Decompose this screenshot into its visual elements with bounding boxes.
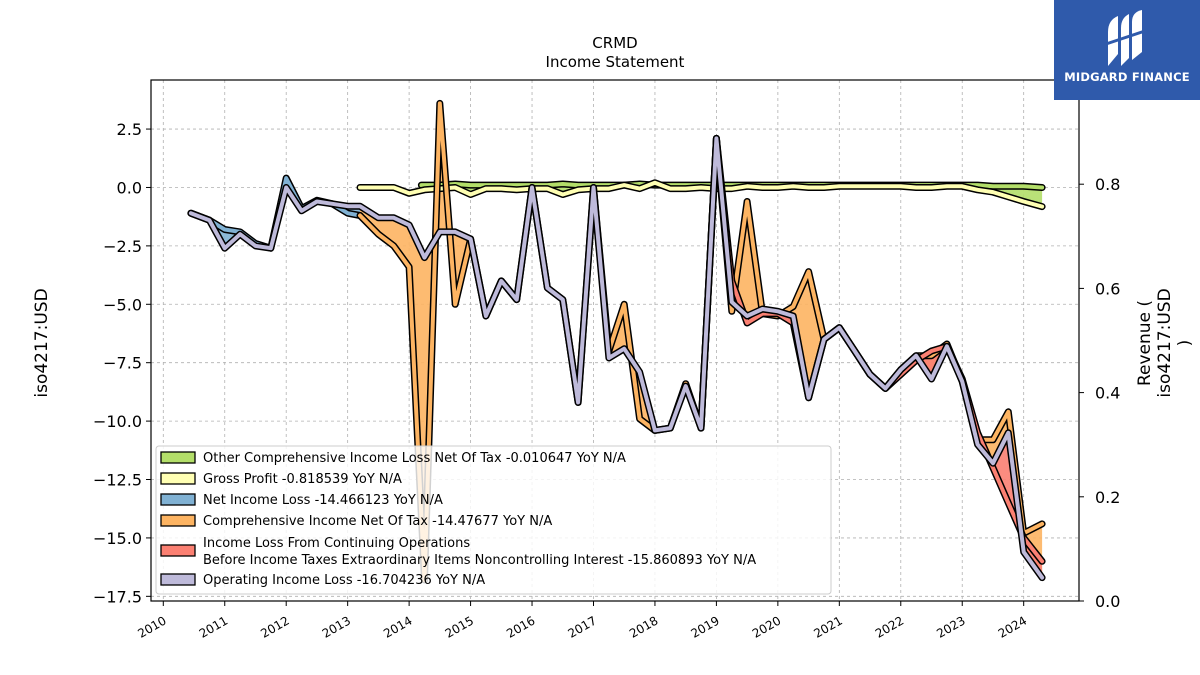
y-tick-label-right: 0.6 — [1095, 279, 1120, 298]
x-tick-label: 2010 — [135, 613, 168, 640]
x-tick-label: 2012 — [258, 613, 291, 640]
legend-box — [155, 445, 832, 595]
legend-swatch — [160, 493, 196, 506]
x-tick-label: 2020 — [750, 613, 783, 640]
x-tick-label: 2024 — [996, 613, 1029, 640]
plot-frame — [150, 79, 1080, 602]
y-tick-label: −15.0 — [93, 529, 142, 548]
y-tick-label: 2.5 — [117, 120, 142, 139]
y-axis-label-left: iso4217:USD — [32, 288, 52, 397]
brand-logo-text: MIDGARD FINANCE — [1064, 70, 1190, 84]
brand-logo: MIDGARD FINANCE — [1054, 0, 1200, 100]
x-tick-label: 2017 — [566, 613, 599, 640]
x-tick-label: 2023 — [934, 613, 967, 640]
gross-profit-line — [358, 180, 1045, 209]
x-tick-label: 2018 — [627, 613, 660, 640]
x-tick-label: 2013 — [320, 613, 353, 640]
legend-swatch — [160, 472, 196, 485]
legend-label: Operating Income Loss -16.704236 YoY N/A — [203, 573, 485, 588]
y-tick-label: −12.5 — [93, 471, 142, 490]
chart-subtitle: Income Statement — [546, 53, 685, 71]
legend-swatch — [160, 544, 196, 557]
y-tick-label: 0.0 — [117, 178, 142, 197]
legend-label: Comprehensive Income Net Of Tax -14.4767… — [203, 514, 552, 529]
y-axis-label-right-line-2: iso4217:USD — [1155, 288, 1175, 397]
y-tick-label-right: 0.4 — [1095, 384, 1120, 403]
chart-title: CRMD — [592, 34, 637, 52]
x-axis: 2010 2011 2012 2013 2014 2015 2016 2017 2018 2019… — [135, 601, 1029, 641]
legend-label: Net Income Loss -14.466123 YoY N/A — [203, 493, 443, 508]
x-tick-label: 2015 — [443, 613, 476, 640]
x-tick-label: 2011 — [197, 613, 230, 640]
legend-swatch — [160, 451, 196, 464]
legend-swatch — [160, 514, 196, 527]
x-tick-label: 2022 — [873, 613, 906, 640]
operating-income-loss-line — [188, 136, 1045, 580]
x-tick-label: 2014 — [381, 613, 414, 640]
legend-label: Other Comprehensive Income Loss Net Of T… — [203, 451, 626, 466]
x-tick-label: 2019 — [688, 613, 721, 640]
y-tick-label: −10.0 — [93, 412, 142, 431]
y-axis-label-right-line-3: ) — [1175, 340, 1195, 347]
y-axis-left: 2.5 0.0 −2.5 −5.0 −7.5 −10.0 −12.5 −15.0 −17.5 — [93, 120, 151, 606]
plot-series — [187, 99, 1046, 584]
legend: Other Comprehensive Income Loss Net Of T… — [155, 445, 832, 595]
y-tick-label-right: 0.2 — [1095, 488, 1120, 507]
y-tick-label: −5.0 — [103, 295, 142, 314]
midgard-finance-logo-icon — [1105, 10, 1149, 66]
y-tick-label: −7.5 — [103, 354, 142, 373]
legend-label: Gross Profit -0.818539 YoY N/A — [203, 472, 402, 487]
y-axis-right: 0.8 0.6 0.4 0.2 0.0 — [1079, 175, 1120, 611]
legend-swatch — [160, 573, 196, 586]
y-axis-label-right: Revenue ( iso4217:USD ) — [1135, 288, 1195, 397]
y-tick-label-right: 0.8 — [1095, 175, 1120, 194]
y-axis-label-right-line-1: Revenue ( — [1135, 300, 1155, 386]
legend-label: Income Loss From Continuing Operations Be… — [203, 536, 756, 568]
y-tick-label: −17.5 — [93, 587, 142, 606]
y-tick-label-right: 0.0 — [1095, 592, 1120, 611]
y-tick-label: −2.5 — [103, 237, 142, 256]
x-tick-label: 2021 — [811, 613, 844, 640]
x-tick-label: 2016 — [504, 613, 537, 640]
